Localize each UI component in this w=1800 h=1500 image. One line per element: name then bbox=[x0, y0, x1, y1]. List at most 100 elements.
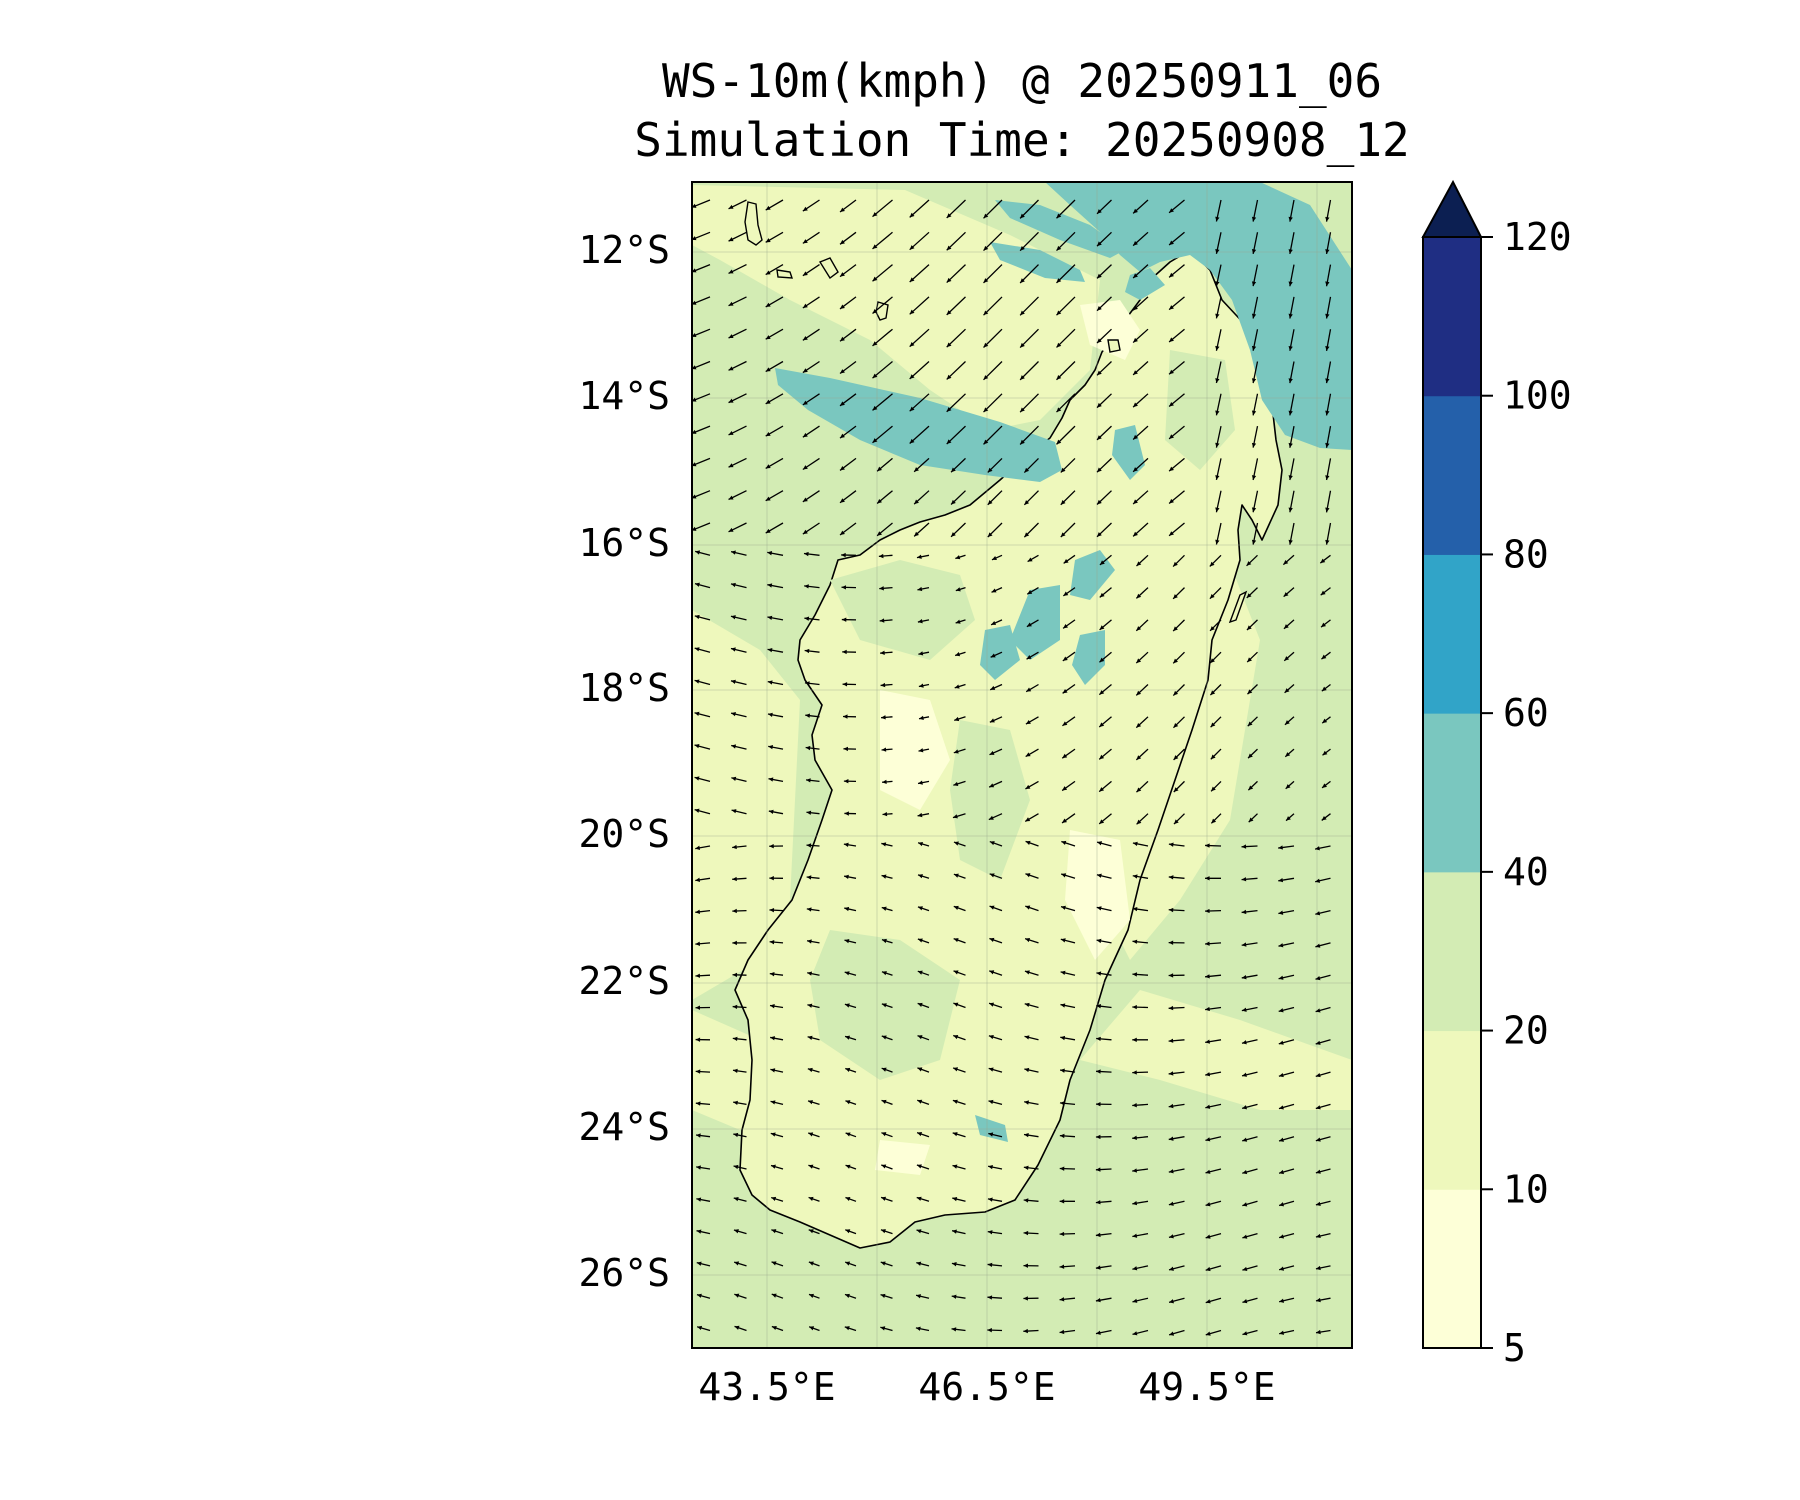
wind-vector-head bbox=[1024, 467, 1030, 473]
wind-vector-head bbox=[1278, 1105, 1284, 1110]
ocean-light-band-west bbox=[692, 610, 800, 1000]
wind-vector-head bbox=[881, 747, 887, 752]
wind-vector-head bbox=[769, 939, 775, 945]
wind-vector-head bbox=[802, 206, 808, 212]
wind-vector-head bbox=[1063, 559, 1069, 564]
wind-vector-head bbox=[917, 1067, 923, 1072]
wind-vector-head bbox=[954, 684, 960, 689]
wind-vector-head bbox=[1315, 1201, 1321, 1206]
wind-vector-head bbox=[768, 809, 774, 815]
wind-vector-head bbox=[988, 1035, 994, 1040]
wind-vector-head bbox=[694, 744, 700, 749]
wind-vector-head bbox=[769, 1004, 775, 1009]
wind-vector-head bbox=[1056, 407, 1062, 413]
wind-vector-head bbox=[953, 1002, 959, 1007]
wind-vector-head bbox=[1321, 686, 1327, 692]
wind-vector-head bbox=[1095, 1134, 1101, 1140]
wind-vector-head bbox=[695, 877, 701, 882]
wind-vector-head bbox=[728, 334, 734, 339]
wind-vector-head bbox=[733, 1197, 739, 1202]
calm-patch-south bbox=[875, 1140, 930, 1175]
wind-vector-head bbox=[989, 841, 995, 846]
wind-vector-head bbox=[840, 272, 845, 277]
wind-vector-head bbox=[983, 278, 989, 283]
wind-vector-head bbox=[1099, 819, 1105, 824]
wind-vector-head bbox=[1025, 840, 1031, 845]
wind-vector-head bbox=[1315, 1137, 1321, 1142]
map-frame bbox=[691, 181, 1353, 1349]
wind-vector-head bbox=[841, 617, 847, 622]
wind-vector-head bbox=[1242, 1202, 1248, 1207]
wind-vector-head bbox=[730, 647, 736, 652]
wind-vector-head bbox=[1096, 1036, 1101, 1042]
wind-vector-head bbox=[1132, 1200, 1138, 1206]
map-panel: 12°S 14°S 16°S 18°S 20°S 22°S 24°S 26°S … bbox=[578, 181, 1353, 1409]
wind-vector-head bbox=[1025, 873, 1031, 878]
wind-vector-head bbox=[1251, 249, 1257, 254]
wind-vector-head bbox=[802, 239, 808, 244]
wind-vector-head bbox=[909, 212, 915, 218]
wind-vector-head bbox=[881, 906, 887, 911]
wind-vector-head bbox=[916, 1261, 922, 1266]
wind-vector-head bbox=[1320, 590, 1326, 596]
wind-vector-head bbox=[1062, 656, 1068, 661]
wind-vector-head bbox=[1325, 475, 1330, 481]
wind-vector-head bbox=[880, 1229, 886, 1234]
wind-vector-head bbox=[1215, 410, 1220, 416]
wind-vector-head bbox=[1020, 407, 1025, 413]
wind-vector-head bbox=[840, 530, 845, 536]
wind-vector-head bbox=[916, 1164, 922, 1169]
wind-vector-head bbox=[1215, 248, 1220, 254]
wind-vector-head bbox=[1132, 972, 1138, 977]
wind-vector-head bbox=[1315, 1105, 1321, 1110]
wind-vector-head bbox=[955, 619, 961, 624]
wind-vector-head bbox=[1279, 1137, 1284, 1142]
wind-vector-head bbox=[1095, 1330, 1101, 1335]
wind-vector-head bbox=[1246, 593, 1252, 598]
wind-vector-head bbox=[844, 1003, 850, 1008]
wind-vector-head bbox=[1205, 974, 1210, 979]
wind-vector-head bbox=[1059, 1101, 1065, 1106]
wind-vector-head bbox=[843, 746, 849, 752]
wind-vector-head bbox=[1210, 658, 1215, 663]
inland-pocket-north-1 bbox=[1112, 425, 1145, 480]
wind-vector-head bbox=[1246, 561, 1252, 566]
wind-vector-head bbox=[1241, 877, 1247, 882]
wind-vector-head bbox=[732, 940, 737, 946]
wind-vector-head bbox=[918, 841, 924, 847]
wind-vector-head bbox=[991, 555, 997, 560]
wind-vector-head bbox=[918, 748, 924, 753]
wind-vector-head bbox=[919, 715, 924, 721]
wind-vector-head bbox=[1169, 369, 1174, 375]
wind-vector-head bbox=[914, 499, 919, 505]
wind-vector-head bbox=[955, 652, 961, 657]
wind-vector-head bbox=[1247, 657, 1252, 663]
wind-vector-head bbox=[695, 1005, 701, 1010]
wind-vector-head bbox=[1062, 818, 1067, 823]
wind-vector-head bbox=[1248, 785, 1254, 791]
colorbar-segment bbox=[1423, 395, 1481, 555]
wind-vector-head bbox=[1325, 507, 1330, 513]
wind-vector-head bbox=[767, 712, 773, 717]
wind-vector-head bbox=[1097, 841, 1103, 846]
wind-vector-head bbox=[1209, 561, 1215, 567]
wind-vector-head bbox=[1132, 841, 1138, 846]
wind-vector-head bbox=[770, 1132, 776, 1137]
wind-vector-head bbox=[872, 405, 878, 411]
wind-vector-head bbox=[881, 1067, 887, 1072]
wind-vector-head bbox=[1099, 592, 1105, 598]
wind-vector-head bbox=[1097, 306, 1102, 311]
wind-vector-head bbox=[1173, 594, 1178, 599]
colorbar-segment bbox=[1423, 713, 1481, 873]
wind-vector-head bbox=[728, 366, 734, 371]
wind-vector-head bbox=[770, 1164, 776, 1169]
wind-vector-head bbox=[728, 204, 734, 209]
wind-vector-head bbox=[1059, 1166, 1065, 1171]
wind-vector-head bbox=[1288, 442, 1293, 448]
wind-vector-head bbox=[989, 905, 995, 910]
wind-vector-head bbox=[1097, 338, 1102, 343]
wind-vector-head bbox=[1205, 1331, 1211, 1336]
wind-vector-head bbox=[953, 905, 959, 910]
wind-vector-head bbox=[953, 938, 959, 943]
wind-vector-head bbox=[1173, 755, 1179, 760]
